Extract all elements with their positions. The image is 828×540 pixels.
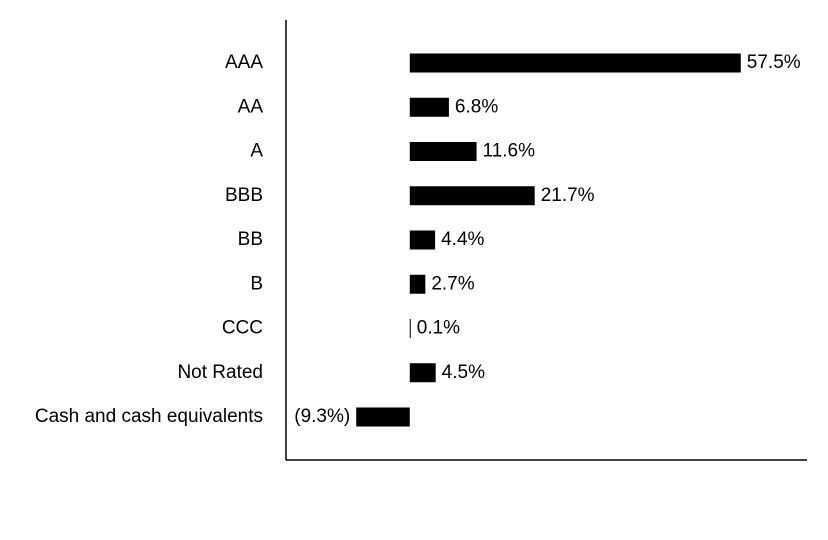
bar xyxy=(409,53,741,73)
category-label: Cash and cash equivalents xyxy=(35,406,263,427)
bar xyxy=(409,186,535,206)
bar xyxy=(409,274,426,294)
category-label: BBB xyxy=(225,185,263,206)
value-label: 21.7% xyxy=(541,185,595,206)
bar xyxy=(409,142,477,161)
value-label: 0.1% xyxy=(417,318,460,339)
bar xyxy=(409,97,449,117)
value-label: 2.7% xyxy=(431,273,474,294)
bar xyxy=(409,319,411,338)
value-label: (9.3%) xyxy=(294,406,350,427)
value-label: 4.4% xyxy=(441,229,484,250)
category-label: A xyxy=(250,141,263,162)
category-label: AAA xyxy=(225,52,263,73)
category-label: B xyxy=(250,273,263,294)
value-label: 6.8% xyxy=(455,96,498,117)
bar xyxy=(409,363,436,383)
category-label: Not Rated xyxy=(177,362,263,383)
value-label: 57.5% xyxy=(747,52,801,73)
category-label: AA xyxy=(238,96,264,117)
category-label: BB xyxy=(238,229,263,250)
bar xyxy=(409,230,436,250)
value-label: 4.5% xyxy=(442,362,485,383)
bar xyxy=(356,407,410,427)
category-label: CCC xyxy=(222,318,263,339)
value-label: 11.6% xyxy=(483,141,536,162)
